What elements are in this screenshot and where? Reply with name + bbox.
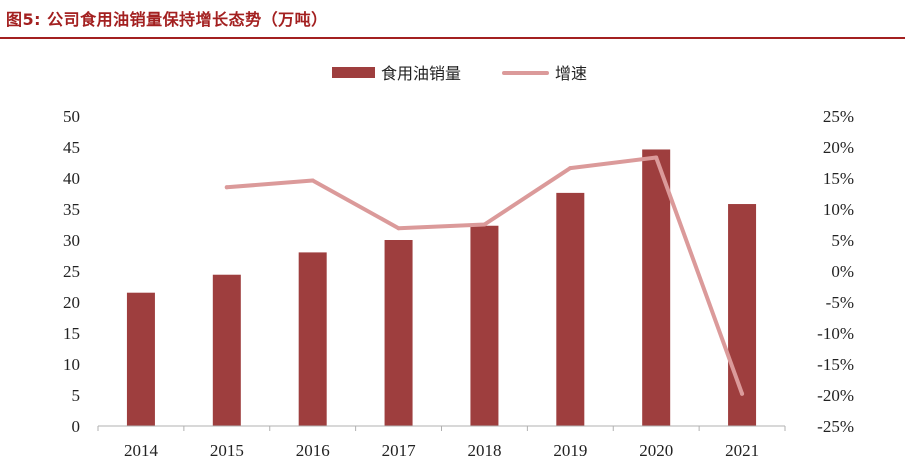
right-tick-label: 5% [831, 231, 854, 250]
bar-2017 [384, 240, 413, 426]
left-tick-label: 45 [63, 138, 80, 157]
right-tick-label: -25% [817, 417, 854, 436]
x-tick-label: 2014 [124, 441, 159, 460]
x-tick-label: 2018 [467, 441, 501, 460]
bar-2016 [298, 252, 327, 426]
legend-label-bar: 食用油销量 [381, 64, 461, 83]
left-tick-label: 15 [63, 324, 80, 343]
right-tick-label: -15% [817, 355, 854, 374]
growth-point-2015 [224, 185, 229, 190]
growth-point-2019 [568, 166, 573, 171]
bar-2020 [642, 149, 671, 427]
left-tick-label: 50 [63, 107, 80, 126]
left-tick-label: 30 [63, 231, 80, 250]
legend-label-line: 增速 [555, 64, 587, 83]
x-tick-label: 2017 [382, 441, 417, 460]
left-tick-label: 25 [63, 262, 80, 281]
right-tick-label: 25% [823, 107, 854, 126]
bar-series [126, 149, 757, 427]
growth-point-2017 [396, 226, 401, 231]
left-tick-label: 0 [72, 417, 81, 436]
x-axis-ticks: 2014 2015 2016 2017 2018 2019 2020 2021 [124, 441, 759, 460]
right-tick-label: -10% [817, 324, 854, 343]
x-tick-label: 2020 [639, 441, 673, 460]
left-tick-label: 35 [63, 200, 80, 219]
right-tick-label: 0% [831, 262, 854, 281]
x-axis [97, 425, 786, 431]
right-axis-ticks: -25% -20% -15% -10% -5% 0% 5% 10% 15% 20% 25% [817, 107, 854, 436]
legend-swatch-bar [332, 67, 375, 78]
legend: 食用油销量 增速 [332, 64, 587, 83]
x-tick-label: 2019 [553, 441, 587, 460]
left-tick-label: 10 [63, 355, 80, 374]
growth-point-2020 [654, 155, 659, 160]
right-tick-label: 20% [823, 138, 854, 157]
bar-2019 [556, 192, 585, 426]
right-tick-label: 10% [823, 200, 854, 219]
left-axis-ticks: 0 5 10 15 20 25 30 35 40 45 50 [63, 107, 80, 436]
bar-2014 [126, 292, 155, 426]
x-tick-label: 2016 [296, 441, 330, 460]
left-tick-label: 5 [72, 386, 81, 405]
left-tick-label: 20 [63, 293, 80, 312]
x-tick-label: 2015 [210, 441, 244, 460]
growth-point-2018 [482, 222, 487, 227]
right-tick-label: 15% [823, 169, 854, 188]
growth-point-2016 [310, 178, 315, 183]
right-tick-label: -5% [826, 293, 854, 312]
bar-2015 [212, 274, 241, 426]
title-rule [0, 37, 905, 39]
line-series [224, 155, 745, 396]
growth-point-2021 [740, 391, 745, 396]
figure-title: 图5: 公司食用油销量保持增长态势（万吨） [6, 10, 328, 29]
bar-2018 [470, 225, 499, 426]
right-tick-label: -20% [817, 386, 854, 405]
left-tick-label: 40 [63, 169, 80, 188]
x-tick-label: 2021 [725, 441, 759, 460]
